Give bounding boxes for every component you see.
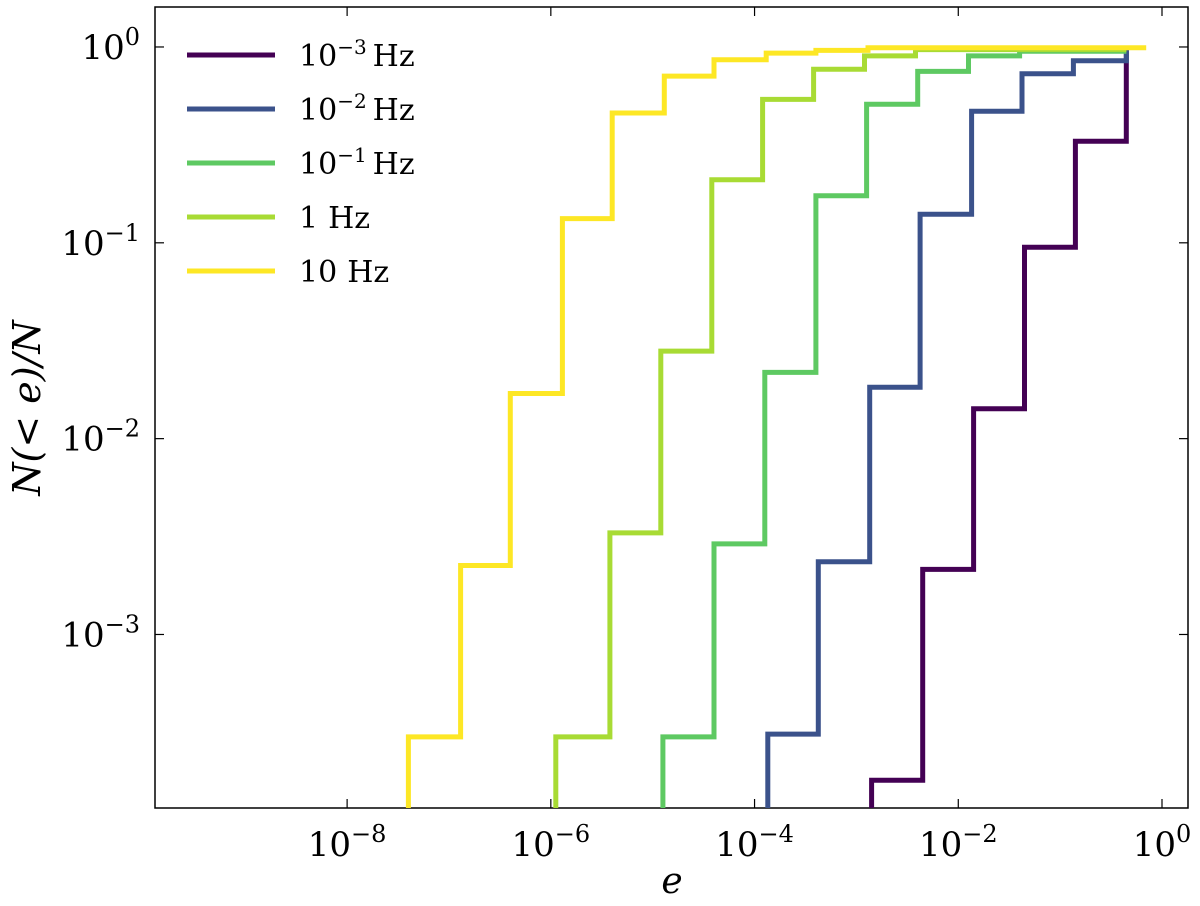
- y-tick-exponent: −3: [105, 610, 140, 638]
- legend-item-1: 10−3 Hz: [187, 35, 415, 74]
- y-tick-label: 100: [81, 23, 140, 68]
- legend-label: 1 Hz: [299, 201, 370, 236]
- series-line-2: [765, 47, 1129, 808]
- legend-item-5: 10 Hz: [187, 255, 389, 290]
- legend-label-exponent: −3: [337, 35, 366, 59]
- legend-label-exponent: −1: [337, 143, 366, 167]
- legend-label: 10−3 Hz: [299, 35, 415, 74]
- x-tick-base: 10: [1133, 825, 1176, 865]
- legend-label-base: 1: [299, 201, 318, 236]
- series-layer: [405, 45, 1147, 808]
- legend-label: 10 Hz: [299, 255, 389, 290]
- legend-label-unit: Hz: [373, 147, 415, 182]
- series-line-1: [869, 47, 1129, 808]
- x-tick-label: 100: [1133, 820, 1192, 865]
- legend-label-exponent: −2: [337, 89, 366, 113]
- x-tick-label: 10−2: [919, 820, 998, 865]
- y-tick-label: 10−2: [61, 415, 140, 460]
- y-tick-base: 10: [61, 615, 104, 655]
- x-tick-base: 10: [919, 825, 962, 865]
- legend-label-base: 10: [299, 147, 337, 182]
- y-tick-label: 10−3: [61, 610, 140, 655]
- y-tick-label: 10−1: [61, 219, 140, 264]
- legend-label: 10−1 Hz: [299, 143, 415, 182]
- x-tick-exponent: −6: [555, 820, 590, 848]
- legend-label-unit: Hz: [328, 201, 370, 236]
- y-tick-base: 10: [61, 420, 104, 460]
- x-tick-label: 10−6: [512, 820, 591, 865]
- legend-label-base: 10: [299, 255, 337, 290]
- series-line-3: [660, 48, 1127, 808]
- legend-item-3: 10−1 Hz: [187, 143, 415, 182]
- series-line-5: [405, 45, 1147, 808]
- legend-label-base: 10: [299, 93, 337, 128]
- legend-item-2: 10−2 Hz: [187, 89, 415, 128]
- x-tick-exponent: −4: [758, 820, 793, 848]
- series-line-4: [553, 47, 1127, 808]
- x-tick-exponent: −2: [962, 820, 997, 848]
- x-tick-label: 10−8: [308, 820, 387, 865]
- legend-item-4: 1 Hz: [187, 201, 370, 236]
- x-tick-exponent: 0: [1176, 820, 1191, 848]
- x-tick-label: 10−4: [715, 820, 794, 865]
- x-tick-base: 10: [715, 825, 758, 865]
- legend-label-unit: Hz: [347, 255, 389, 290]
- x-axis-label: e: [661, 861, 682, 902]
- y-tick-base: 10: [61, 224, 104, 264]
- y-tick-exponent: −1: [105, 219, 140, 247]
- legend-label-base: 10: [299, 39, 337, 74]
- y-tick-exponent: −2: [105, 415, 140, 443]
- legend-label-unit: Hz: [373, 39, 415, 74]
- legend-label-unit: Hz: [373, 93, 415, 128]
- x-tick-base: 10: [308, 825, 351, 865]
- y-tick-base: 10: [81, 28, 124, 68]
- y-tick-exponent: 0: [125, 23, 140, 51]
- legend-label: 10−2 Hz: [299, 89, 415, 128]
- x-tick-base: 10: [512, 825, 555, 865]
- x-tick-exponent: −8: [351, 820, 386, 848]
- y-axis-label: N(< e)/N: [5, 319, 49, 497]
